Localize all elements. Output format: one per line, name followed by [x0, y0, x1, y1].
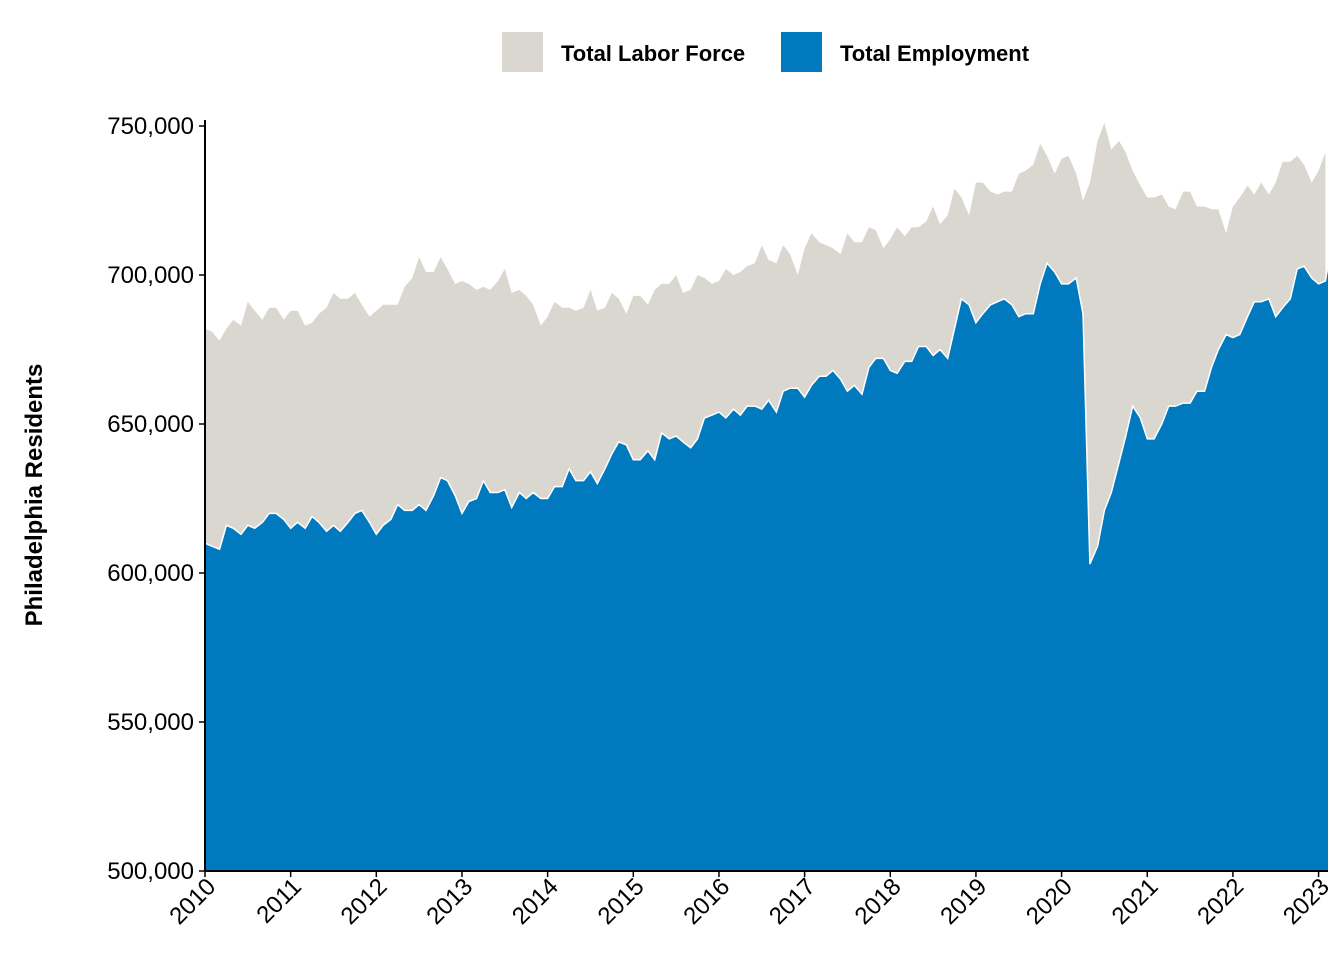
x-tick-label: 2012 — [336, 873, 393, 930]
y-tick-label: 650,000 — [107, 411, 194, 438]
legend-swatch-total-employment — [781, 32, 822, 72]
y-tick-label: 600,000 — [107, 560, 194, 587]
y-tick-label: 500,000 — [107, 858, 194, 885]
plot-areas — [204, 123, 1329, 872]
area-total-employment — [205, 263, 1328, 872]
y-tick-label: 550,000 — [107, 709, 194, 736]
legend-label-total-employment: Total Employment — [840, 41, 1030, 66]
x-tick-label: 2022 — [1192, 873, 1249, 930]
x-tick-label: 2023 — [1278, 873, 1335, 930]
legend: Total Labor Force Total Employment — [502, 32, 1030, 72]
x-tick-label: 2011 — [251, 873, 307, 929]
x-tick-label: 2021 — [1107, 873, 1164, 930]
line-total-employment — [204, 261, 1329, 565]
legend-label-total-labor-force: Total Labor Force — [561, 41, 745, 66]
x-tick-label: 2016 — [678, 873, 735, 930]
legend-swatch-total-labor-force — [502, 32, 543, 72]
x-tick-label: 2015 — [593, 873, 650, 930]
x-tick-label: 2013 — [421, 873, 478, 930]
y-axis-title: Philadelphia Residents — [21, 364, 48, 627]
y-tick-label: 750,000 — [107, 113, 194, 140]
x-tick-label: 2018 — [850, 873, 907, 930]
x-tick-label: 2019 — [935, 873, 992, 930]
x-tick-label: 2017 — [764, 873, 821, 930]
y-tick-label: 700,000 — [107, 262, 194, 289]
x-tick-label: 2014 — [507, 873, 564, 930]
x-tick-label: 2020 — [1021, 873, 1078, 930]
